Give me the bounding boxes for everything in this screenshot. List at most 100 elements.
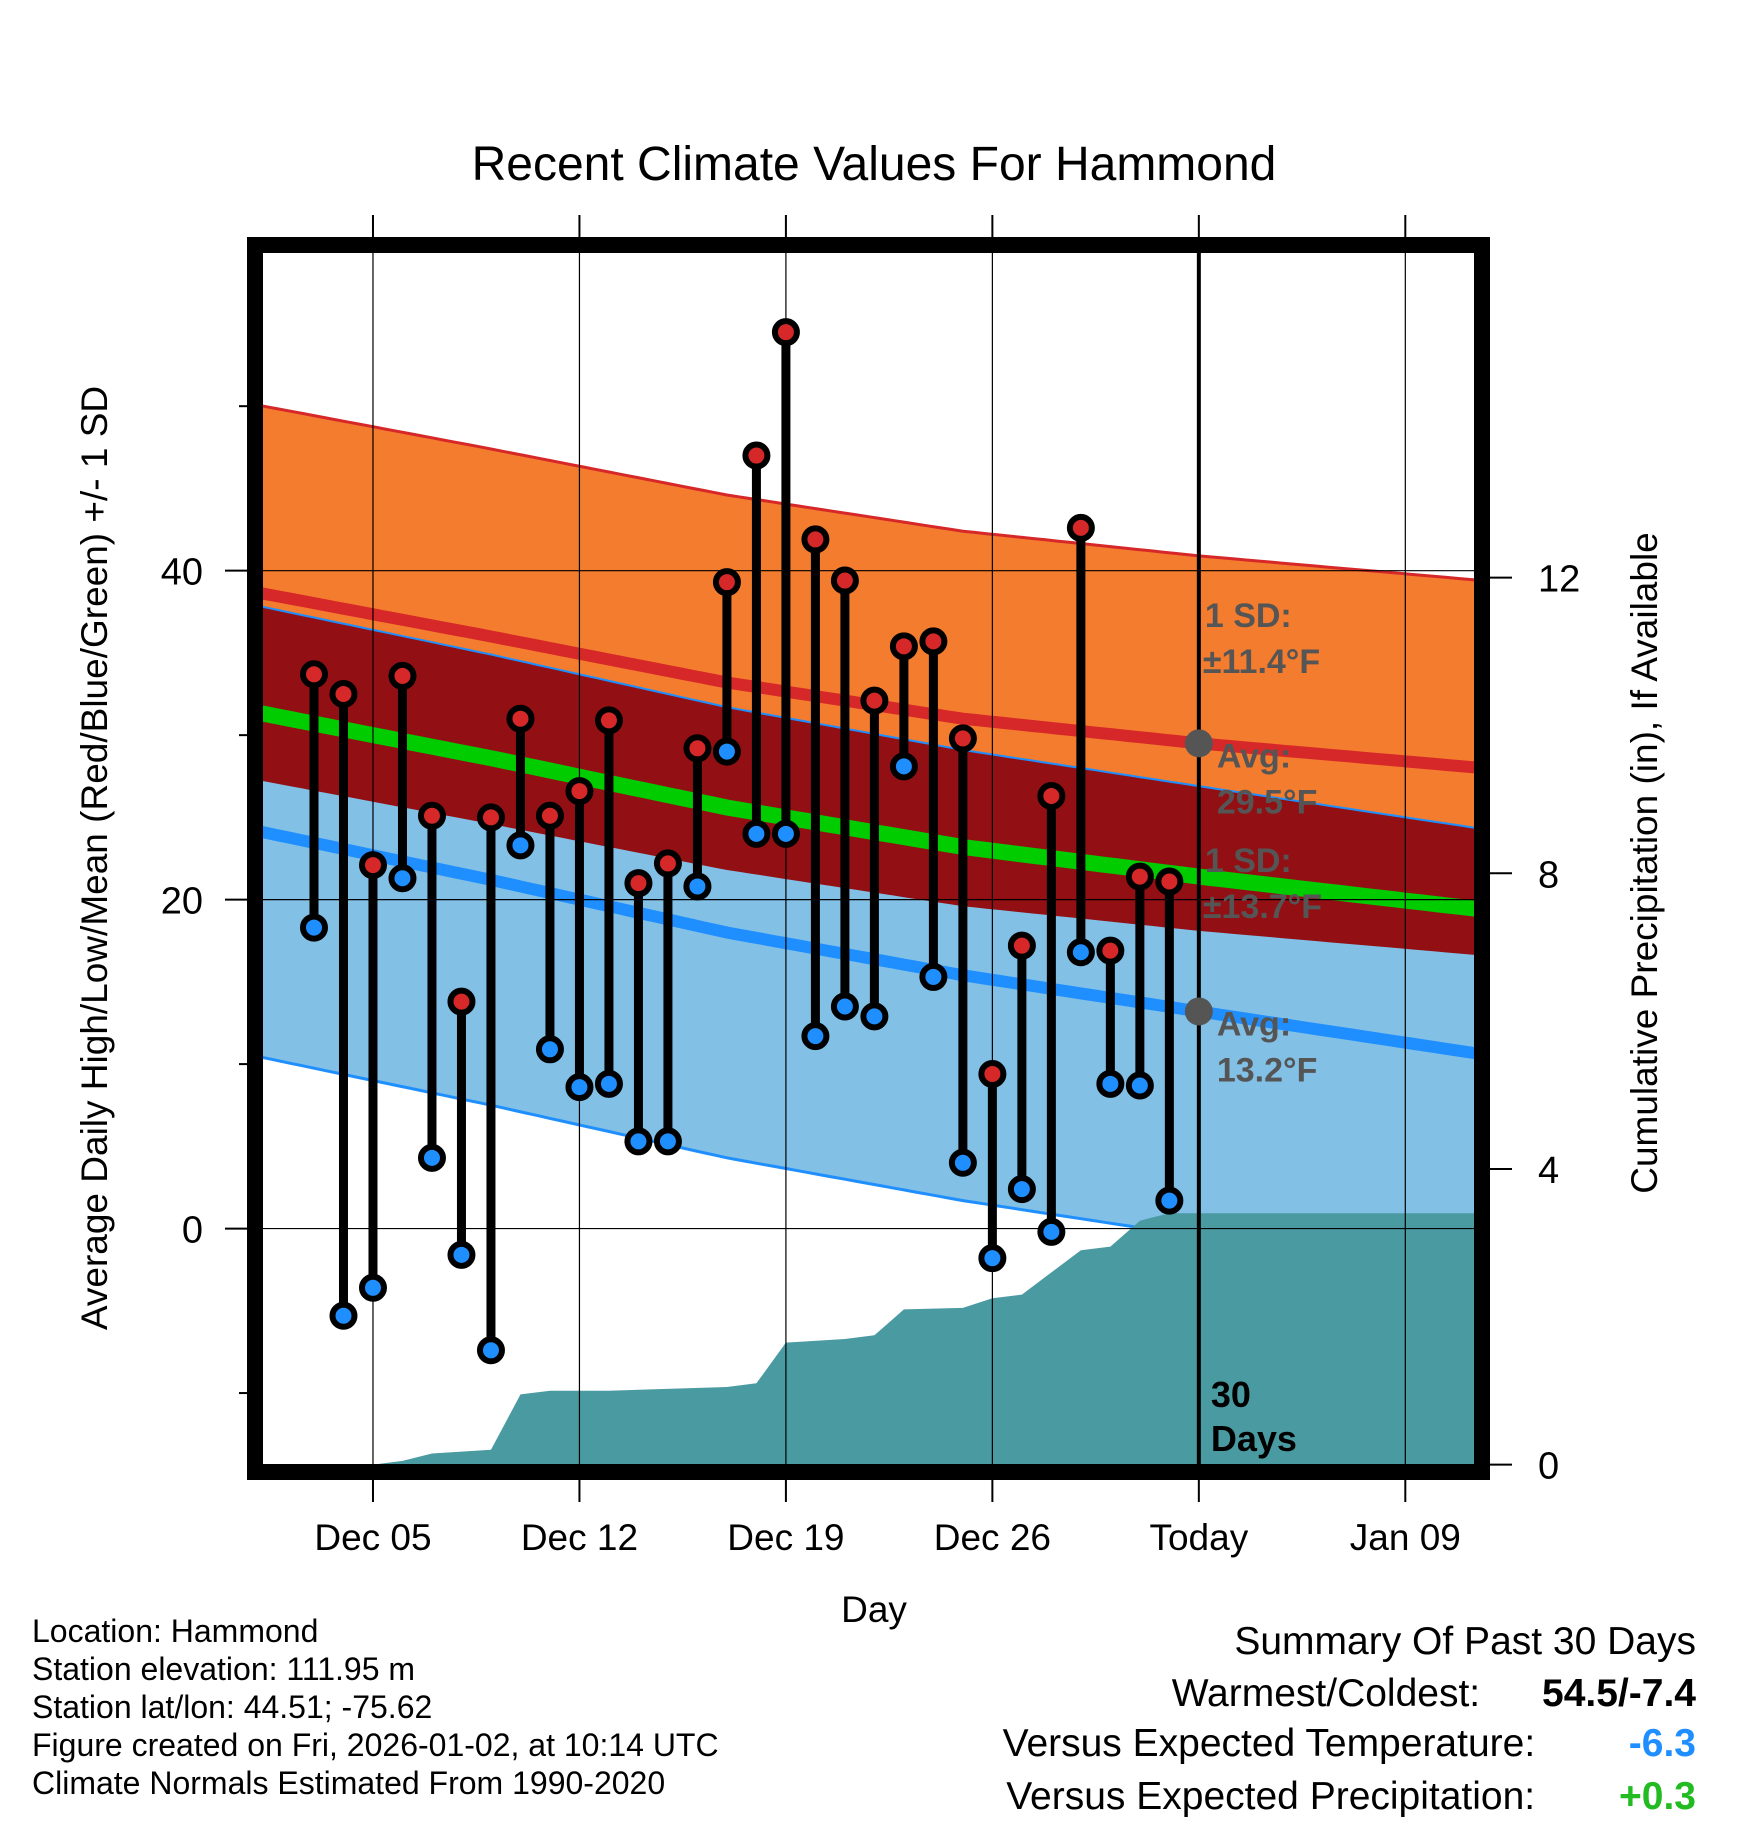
high-temp-point [830,566,859,595]
normals-text: Climate Normals Estimated From 1990-2020 [32,1765,666,1801]
y-tick-label-left: 20 [161,881,203,923]
low-temp-point [358,1273,387,1302]
x-tick-label: Jan 09 [1350,1517,1461,1558]
x-tick-label: Dec 05 [314,1517,431,1558]
low-temp-point [1125,1071,1154,1100]
warm-cold-value: 54.5/-7.4 [1542,1672,1696,1715]
high-temp-point [712,568,741,597]
x-tick-label: Dec 26 [934,1517,1051,1558]
high-temp-point [417,801,446,830]
high-temp-point [742,441,771,470]
low-temp-point [889,752,918,781]
mean-normal-line [255,704,1482,918]
low-temp-point [1037,1217,1066,1246]
y-axis-right-label: Cumulative Precipitation (in), If Availa… [1624,532,1665,1194]
low-band-upper-edge [255,604,1482,830]
low-temp-point [447,1240,476,1269]
y-axis-left-label: Average Daily High/Low/Mean (Red/Blue/Gr… [74,386,115,1330]
low-temp-point [801,1022,830,1051]
low-temp-point [830,992,859,1021]
high-temp-point [1037,781,1066,810]
station-metadata: Location: Hammond Station elevation: 111… [32,1612,719,1802]
low-temp-point [1066,938,1095,967]
low-temp-point [388,864,417,893]
low-temp-point [594,1069,623,1098]
low-temp-point [624,1127,653,1156]
low-temp-point [476,1336,505,1365]
high-temp-point [771,318,800,347]
precip-area [255,1213,1482,1465]
high-temp-point [329,680,358,709]
x-tick-label: Dec 19 [727,1517,844,1558]
low-avg-value: 13.2°F [1217,1051,1318,1089]
y-tick-label-right: 8 [1538,854,1559,896]
low-temp-point [535,1035,564,1064]
high-temp-point [565,777,594,806]
plot-area [255,245,1482,1472]
low-temp-point [978,1244,1007,1273]
low-sd-label: 1 SD: [1205,842,1292,880]
low-avg-anchor-dot [1184,997,1213,1026]
high-temp-point [948,724,977,753]
high-temp-point [388,661,417,690]
high-temp-point [447,987,476,1016]
high-temp-point [889,632,918,661]
high-temp-point [1007,931,1036,960]
high-avg-anchor-dot [1184,729,1213,758]
summary-warm-cold: Warmest/Coldest: 54.5/-7.4 [1172,1672,1696,1716]
low-temp-point [506,831,535,860]
low-temp-point [299,913,328,942]
high-temp-point [919,627,948,656]
created-text: Figure created on Fri, 2026-01-02, at 10… [32,1727,719,1763]
climate-chart: Recent Climate Values For Hammond Averag… [74,138,1665,1630]
low-temp-point [653,1127,682,1156]
low-temp-point [860,1002,889,1031]
low-temp-point [329,1301,358,1330]
high-temp-point [1125,862,1154,891]
y-tick-label-right: 4 [1538,1150,1559,1192]
high-avg-value: 29.5°F [1217,783,1318,821]
high-temp-point [801,525,830,554]
high-temp-point [358,851,387,880]
high-temp-point [1155,867,1184,896]
high-temp-point [978,1059,1007,1088]
high-temp-point [860,686,889,715]
high-temp-point [594,706,623,735]
y-tick-label-right: 0 [1538,1446,1559,1488]
high-temp-point [683,734,712,763]
high-temp-point [535,801,564,830]
high-temp-point [1066,513,1095,542]
high-temp-point [653,849,682,878]
high-temp-point [624,869,653,898]
y-tick-label-left: 0 [182,1210,203,1252]
low-temp-point [417,1143,446,1172]
high-temp-point [1096,936,1125,965]
low-normal-line [255,824,1482,1061]
y-tick-label-right: 12 [1538,559,1580,601]
elevation-text: Station elevation: 111.95 m [32,1651,416,1687]
low-temp-point [1007,1175,1036,1204]
temp-value: -6.3 [1628,1722,1696,1765]
plot-frame [247,237,1490,1480]
high-temp-point [476,803,505,832]
low-temp-point [1155,1186,1184,1215]
x-axis-label: Day [841,1589,907,1630]
today-days-label: 30 [1211,1374,1251,1415]
low-temp-point [1096,1069,1125,1098]
y-tick-label-left: 40 [161,552,203,594]
summary-temp: Versus Expected Temperature: -6.3 [1003,1722,1696,1766]
location-text: Location: Hammond [32,1613,319,1649]
low-avg-label: Avg: [1217,1005,1291,1043]
low-temp-point [948,1148,977,1177]
high-temp-point [299,660,328,689]
high-sd-label: 1 SD: [1205,597,1292,635]
low-temp-point [742,819,771,848]
high-avg-label: Avg: [1217,737,1291,775]
low-sd-value: ±13.7°F [1203,888,1322,926]
warm-cold-label: Warmest/Coldest: [1171,1672,1481,1715]
precip-label: Versus Expected Precipitation: [1006,1775,1536,1818]
chart-title: Recent Climate Values For Hammond [472,138,1277,191]
low-temp-point [683,872,712,901]
summary-precip: Versus Expected Precipitation: +0.3 [1006,1775,1696,1819]
temp-label: Versus Expected Temperature: [1002,1722,1536,1765]
